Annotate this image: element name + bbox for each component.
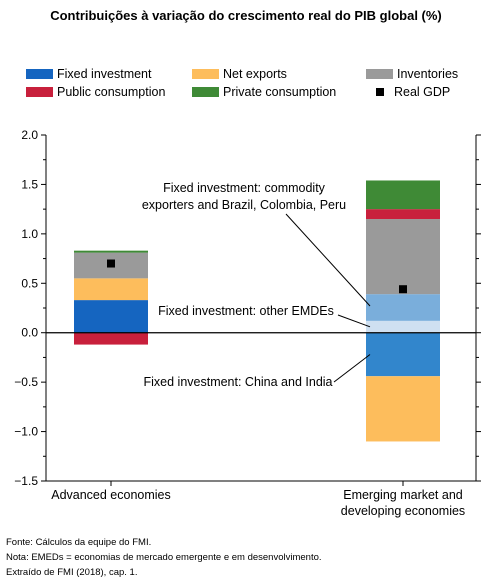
bar-segment-private-consumption (74, 250, 148, 253)
y-tick-label: −0.5 (14, 375, 38, 389)
bar-segment-public-consumption (366, 209, 440, 220)
legend-label: Fixed investment (57, 67, 152, 81)
legend-item-inventories: Inventories (366, 66, 458, 82)
chart-title: Contribuições à variação do crescimento … (50, 8, 442, 23)
legend-swatch (192, 87, 219, 97)
legend-swatch (192, 69, 219, 79)
legend-label: Net exports (223, 67, 287, 81)
legend-swatch (376, 88, 384, 96)
bar-segment-fixed-investment-other-emdes (366, 320, 440, 333)
legend-swatch (26, 69, 53, 79)
legend-item-fixed-investment: Fixed investment (26, 66, 151, 82)
y-tick-label: 0.0 (21, 326, 38, 340)
annotation-text: exporters and Brazil, Colombia, Peru (142, 198, 346, 212)
real-gdp-marker (399, 285, 407, 294)
y-tick-label: −1.5 (14, 474, 38, 488)
legend-label: Public consumption (57, 85, 166, 99)
y-tick-label: 1.0 (21, 227, 38, 241)
annotation-text: Fixed investment: China and India (144, 375, 333, 389)
annotation-leader-line (333, 354, 371, 383)
x-category-label: developing economies (341, 504, 465, 518)
legend-item-net-exports: Net exports (192, 66, 287, 82)
footer-note: Nota: EMEDs = economias de mercado emerg… (6, 552, 322, 563)
legend-swatch (366, 69, 393, 79)
y-tick-label: 0.5 (21, 276, 38, 290)
legend-label: Private consumption (223, 85, 337, 99)
footer-source: Fonte: Cálculos da equipe do FMI. (6, 537, 152, 548)
y-tick-label: −1.0 (14, 425, 38, 439)
legend-item-public-consumption: Public consumption (26, 84, 165, 100)
x-category-label: Emerging market and (343, 488, 463, 502)
annotation-text: Fixed investment: other EMDEs (158, 304, 334, 318)
bar-segment-public-consumption (74, 332, 148, 345)
legend-label: Real GDP (394, 85, 451, 99)
annotation-text: Fixed investment: commodity (163, 181, 326, 195)
real-gdp-marker (107, 259, 115, 268)
bar-segment-fixed-investment (74, 300, 148, 333)
bar-segment-inventories (366, 219, 440, 295)
bar-segment-private-consumption (366, 180, 440, 210)
annotation-leader-line (285, 213, 371, 307)
bar-segment-net-exports (366, 376, 440, 442)
legend-item-real-gdp: Real GDP (366, 84, 450, 100)
y-tick-label: 1.5 (21, 177, 38, 191)
y-tick-label: 2.0 (21, 128, 38, 142)
legend-item-private-consumption: Private consumption (192, 84, 336, 100)
bar-segment-net-exports (74, 278, 148, 301)
bar-segment-fixed-investment-china-and-india (366, 332, 440, 377)
x-category-label: Advanced economies (51, 488, 171, 502)
legend-swatch (26, 87, 53, 97)
bar-segment-fixed-investment-commodity-exporters-and-brazil-colombia-peru (366, 294, 440, 321)
chart-footer: Fonte: Cálculos da equipe do FMI. Nota: … (6, 535, 322, 580)
annotation-leader-line (337, 314, 371, 328)
legend-label: Inventories (397, 67, 459, 81)
chart-legend: Fixed investment Net exports Inventories Pu… (26, 66, 486, 102)
footer-extract: Extraído de FMI (2018), cap. 1. (6, 567, 138, 578)
